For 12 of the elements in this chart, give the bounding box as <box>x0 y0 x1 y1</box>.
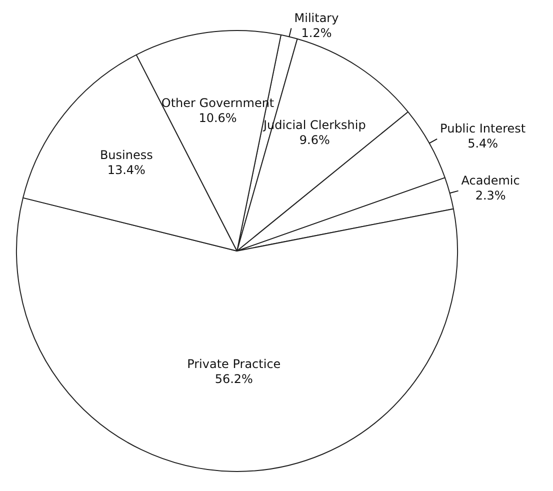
data-label: 56.2% <box>214 372 253 386</box>
data-label: 13.4% <box>107 162 146 177</box>
data-label: 9.6% <box>299 132 330 147</box>
slice-label: Business <box>100 148 153 162</box>
data-label: 10.6% <box>198 110 237 125</box>
slice-label: Public Interest <box>440 122 526 136</box>
data-label: 5.4% <box>468 136 498 151</box>
data-label: 2.3% <box>475 188 506 202</box>
slice-label: Academic <box>461 173 520 188</box>
slice-label: Private Practice <box>187 356 281 371</box>
data-label: 1.2% <box>301 26 332 40</box>
slice-label: Military <box>294 10 339 25</box>
